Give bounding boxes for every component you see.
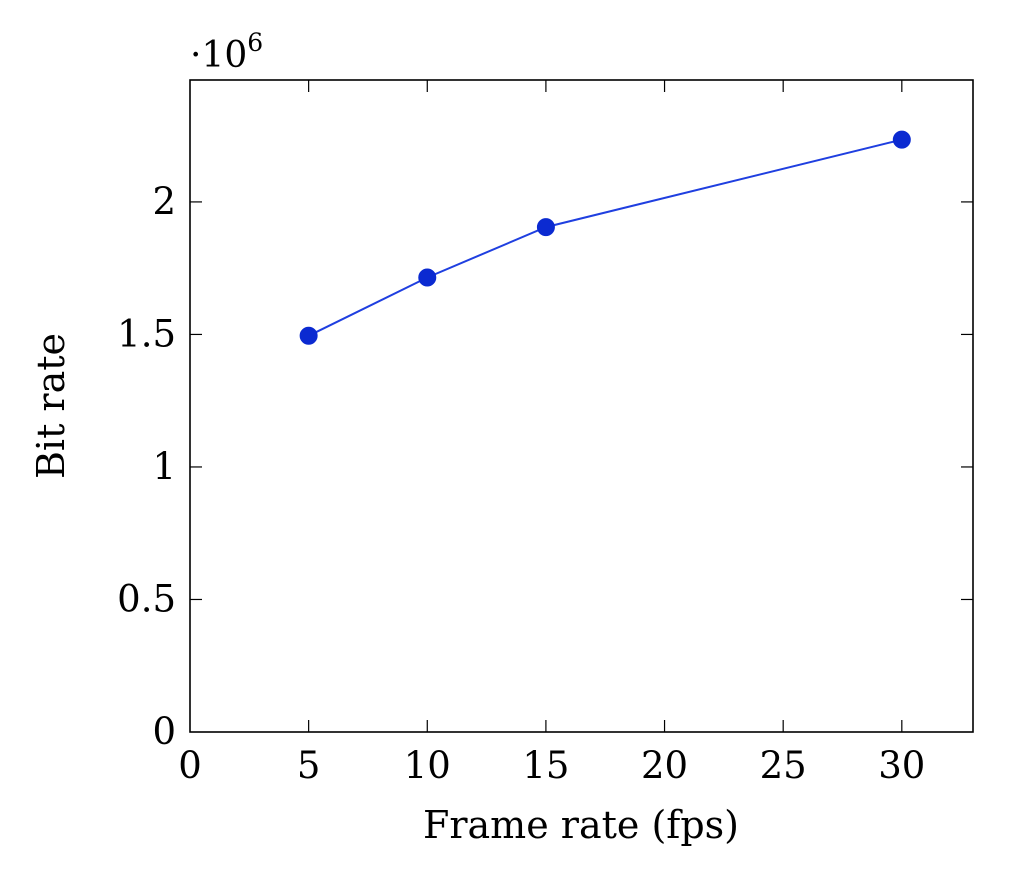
x-tick-label: 10 xyxy=(404,744,451,787)
data-point xyxy=(418,268,437,287)
y-tick-label: 1 xyxy=(152,445,176,488)
y-scale-exponent: 6 xyxy=(247,28,263,57)
x-tick-label: 25 xyxy=(760,744,807,787)
y-tick-label: 2 xyxy=(152,180,176,223)
x-tick-label: 20 xyxy=(641,744,688,787)
y-tick-label: 0.5 xyxy=(117,577,176,620)
data-point xyxy=(536,218,555,237)
y-scale-label: ·106 xyxy=(190,28,263,76)
x-tick-label: 0 xyxy=(178,744,202,787)
x-tick-labels: 0 5 10 15 20 25 30 xyxy=(178,744,925,787)
y-tick-label: 1.5 xyxy=(117,312,176,355)
series-line xyxy=(308,138,903,337)
x-tick-label: 15 xyxy=(522,744,569,787)
y-tick-label: 0 xyxy=(152,710,176,753)
data-point xyxy=(892,130,911,149)
data-point xyxy=(299,326,318,345)
x-axis-label: Frame rate (fps) xyxy=(423,803,739,847)
tick-marks xyxy=(190,80,973,732)
series-layer xyxy=(299,130,911,345)
x-tick-label: 30 xyxy=(878,744,925,787)
y-axis-label: Bit rate xyxy=(29,333,73,479)
x-tick-label: 5 xyxy=(297,744,321,787)
plot-frame xyxy=(189,79,974,733)
y-tick-labels: 0 0.5 1 1.5 2 xyxy=(117,180,176,753)
